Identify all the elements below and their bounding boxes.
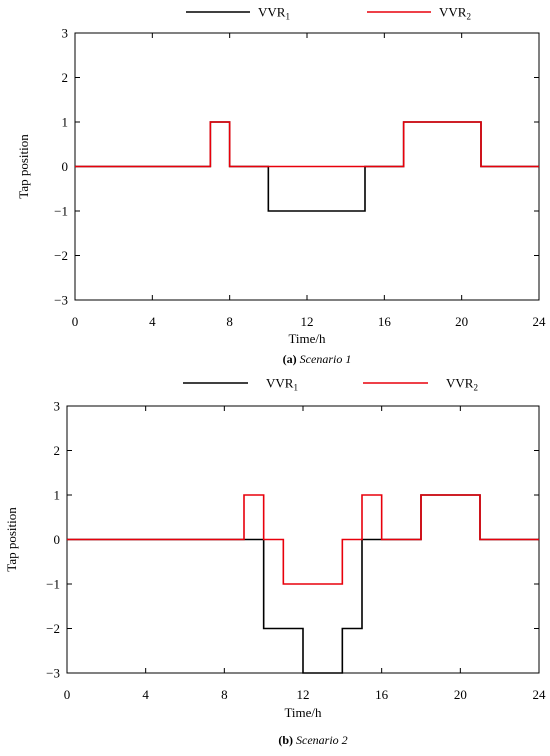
x-tick-label: 20 (454, 687, 467, 702)
x-tick-label: 24 (533, 687, 547, 702)
x-tick-label: 8 (226, 314, 233, 329)
x-tick-label: 8 (221, 687, 228, 702)
y-tick-label: −2 (54, 248, 68, 263)
legend-label-1: VVR1 (266, 376, 298, 393)
legend-label-2: VVR2 (439, 5, 471, 22)
x-axis-title: Time/h (284, 705, 322, 720)
x-tick-label: 20 (455, 314, 468, 329)
y-tick-label: 3 (62, 26, 69, 41)
y-axis-title: Tap position (4, 507, 19, 572)
x-tick-label: 12 (297, 687, 310, 702)
x-axis-title: Time/h (288, 331, 326, 346)
x-tick-label: 4 (149, 314, 156, 329)
y-tick-label: −3 (54, 293, 68, 308)
x-tick-label: 4 (142, 687, 149, 702)
legend-label-2: VVR2 (446, 376, 478, 393)
series-line-vvr2 (67, 494, 539, 585)
series-line-vvr2 (75, 121, 539, 168)
chart-caption: (b) Scenario 2 (278, 733, 347, 747)
y-tick-label: 1 (54, 488, 61, 503)
x-tick-label: 0 (72, 314, 79, 329)
y-tick-label: −1 (54, 204, 68, 219)
chart-2: 0 4 8 12 16 20 24 3 2 1 0 −1 −2 −3 Time/h Tap position V… (4, 376, 546, 748)
x-tick-label: 12 (301, 314, 314, 329)
y-tick-label: 0 (54, 532, 61, 547)
y-tick-label: 2 (62, 70, 69, 85)
y-tick-label: −3 (46, 666, 60, 681)
y-tick-label: −2 (46, 621, 60, 636)
y-axis-title: Tap position (16, 134, 31, 199)
y-tick-label: 3 (54, 399, 61, 414)
chart-1: 0 4 8 12 16 20 24 3 2 1 0 −1 −2 −3 Time/h Tap position V… (16, 5, 546, 367)
y-tick-label: 1 (62, 115, 69, 130)
x-tick-label: 16 (375, 687, 389, 702)
chart-caption: (a) Scenario 1 (283, 352, 352, 366)
legend-label-1: VVR1 (258, 5, 290, 22)
y-tick-label: 0 (62, 159, 69, 174)
x-tick-label: 24 (533, 314, 547, 329)
x-tick-label: 0 (64, 687, 71, 702)
y-tick-label: −1 (46, 577, 60, 592)
y-tick-label: 2 (54, 443, 61, 458)
x-tick-label: 16 (378, 314, 392, 329)
